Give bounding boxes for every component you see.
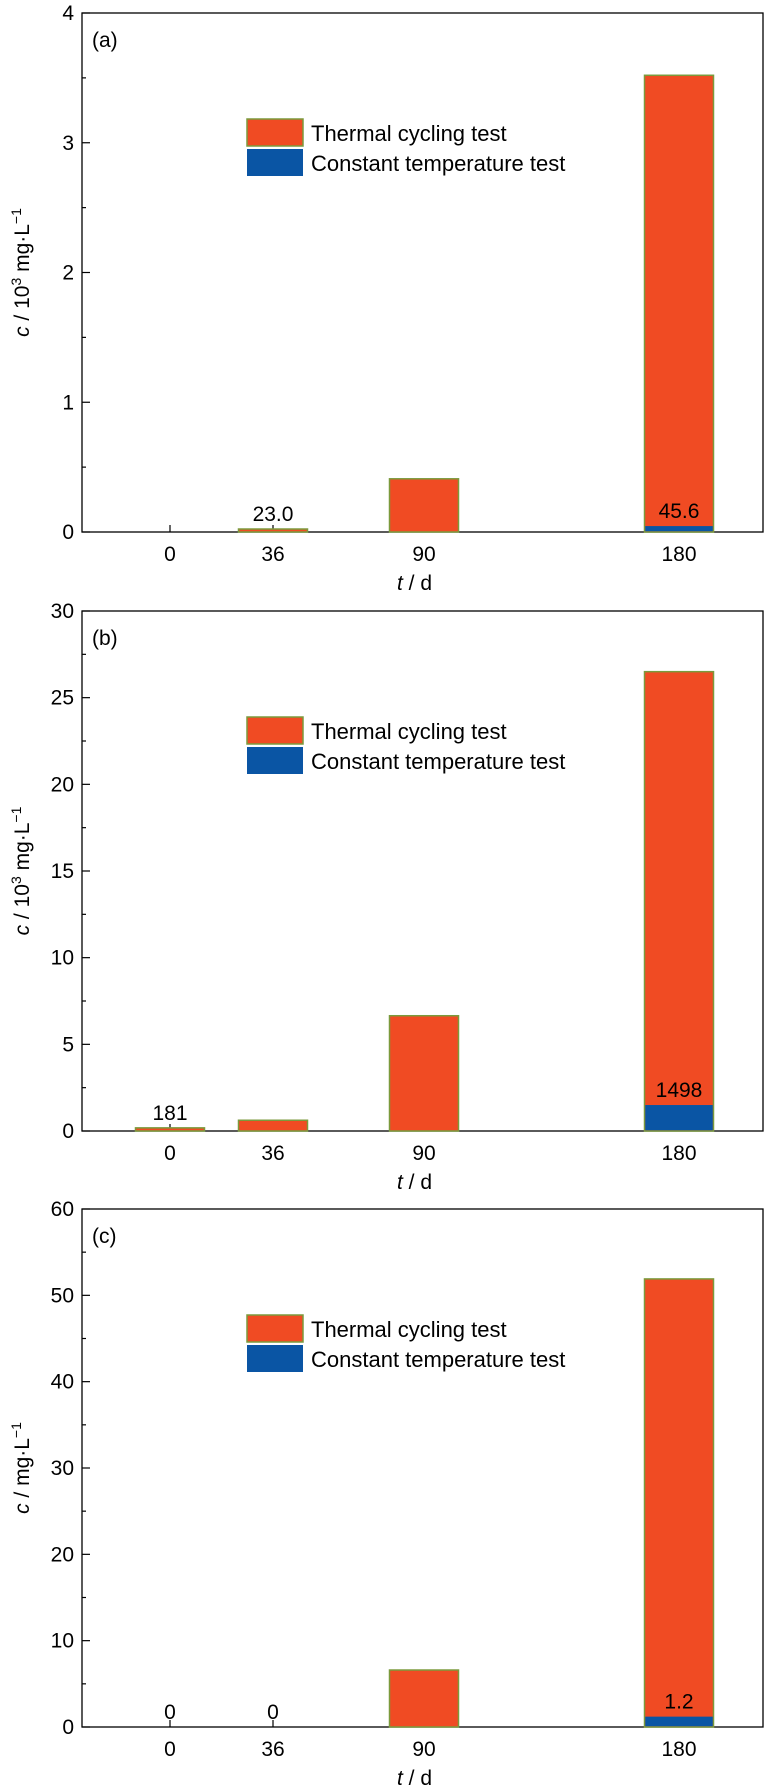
x-tick-label: 0 [164, 543, 176, 566]
x-tick-label: 0 [164, 1738, 176, 1761]
legend-swatch-thermal [246, 716, 304, 745]
data-label: 23.0 [253, 503, 294, 526]
y-tick-label: 25 [51, 687, 74, 710]
legend-swatch-constant [247, 1345, 303, 1372]
legend-label-thermal: Thermal cycling test [311, 719, 507, 744]
x-tick-label: 36 [261, 543, 284, 566]
y-tick-label: 20 [51, 773, 74, 796]
y-axis-label: c / 103 mg·L−1 [8, 806, 34, 935]
bar-thermal-cycling [134, 1127, 206, 1132]
panel-label: (a) [92, 29, 118, 52]
legend-label-thermal: Thermal cycling test [311, 1317, 507, 1342]
panel-label: (b) [92, 627, 118, 650]
y-tick-label: 2 [62, 262, 74, 285]
data-label: 0 [164, 1701, 176, 1724]
legend-label-constant: Constant temperature test [311, 151, 565, 176]
legend-label-constant: Constant temperature test [311, 1347, 565, 1372]
y-tick-label: 0 [62, 521, 74, 544]
x-tick-label: 180 [661, 1142, 696, 1165]
bar-constant-temperature [645, 1716, 713, 1727]
y-tick-label: 10 [51, 1630, 74, 1653]
y-tick-label: 30 [51, 1457, 74, 1480]
y-tick-label: 20 [51, 1543, 74, 1566]
x-tick-label: 180 [661, 543, 696, 566]
chart-panel-2: 0 5 10 15 20 25 30 0 36 90 180 181 1498 (b) Thermal cy… [8, 600, 764, 1194]
x-tick-label: 0 [164, 1142, 176, 1165]
chart-panel-3: 0 10 20 30 40 50 60 0 36 90 180 0 0 1.2 (c) Thermal cyc… [8, 1198, 764, 1790]
bar-thermal-cycling [237, 528, 309, 533]
bar-thermal-cycling [237, 1119, 309, 1132]
x-axis-label: t / d [397, 1767, 432, 1790]
x-tick-label: 180 [661, 1738, 696, 1761]
bar-thermal-cycling [643, 74, 715, 533]
bar-thermal-cycling [388, 1014, 460, 1132]
data-label: 0 [267, 1701, 279, 1724]
bar-constant-temperature [645, 526, 713, 532]
data-label: 1498 [656, 1079, 703, 1102]
data-label: 45.6 [659, 500, 700, 523]
y-tick-label: 0 [62, 1120, 74, 1143]
y-tick-label: 10 [51, 947, 74, 970]
y-tick-label: 60 [51, 1198, 74, 1221]
data-label: 181 [152, 1102, 187, 1125]
x-tick-label: 90 [412, 1142, 435, 1165]
x-axis-label: t / d [397, 1171, 432, 1194]
y-tick-label: 15 [51, 860, 74, 883]
y-tick-label: 5 [62, 1033, 74, 1056]
bar-constant-temperature [645, 1105, 713, 1131]
x-tick-label: 90 [412, 1738, 435, 1761]
legend-label-thermal: Thermal cycling test [311, 121, 507, 146]
x-tick-label: 36 [261, 1142, 284, 1165]
legend-swatch-constant [247, 149, 303, 176]
chart-panel-1: 0 1 2 3 4 0 36 90 180 23.0 45.6 (a) Thermal cycling … [8, 2, 764, 595]
y-axis-label: c / mg·L−1 [8, 1422, 34, 1514]
bar-thermal-cycling [643, 670, 715, 1132]
y-axis-label: c / 103 mg·L−1 [8, 208, 34, 337]
y-tick-label: 50 [51, 1284, 74, 1307]
x-tick-label: 90 [412, 543, 435, 566]
panel-label: (c) [92, 1225, 117, 1248]
x-tick-label: 36 [261, 1738, 284, 1761]
y-tick-label: 0 [62, 1716, 74, 1739]
y-tick-label: 30 [51, 600, 74, 623]
bar-thermal-cycling [643, 1278, 715, 1728]
data-label: 1.2 [664, 1691, 693, 1714]
legend-swatch-thermal [246, 1314, 304, 1343]
bar-thermal-cycling [388, 478, 460, 533]
legend-swatch-thermal [246, 118, 304, 147]
y-tick-label: 1 [62, 391, 74, 414]
y-tick-label: 4 [62, 2, 74, 25]
y-tick-label: 3 [62, 132, 74, 155]
y-tick-label: 40 [51, 1371, 74, 1394]
bar-thermal-cycling [388, 1669, 460, 1728]
legend-swatch-constant [247, 747, 303, 774]
legend-label-constant: Constant temperature test [311, 749, 565, 774]
x-axis-label: t / d [397, 572, 432, 595]
